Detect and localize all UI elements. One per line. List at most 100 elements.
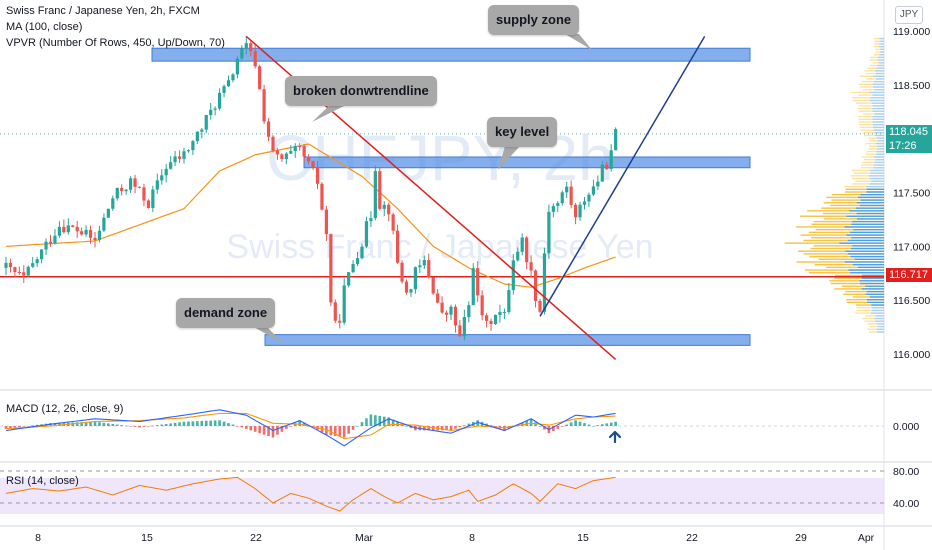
candle-body (391, 214, 395, 231)
macd-histogram-bar (182, 421, 186, 426)
candle-body (62, 226, 66, 233)
candle-body (302, 146, 306, 157)
volume-profile-bar (796, 226, 884, 228)
volume-profile-bar-down (875, 134, 884, 137)
volume-profile-bar (865, 72, 884, 75)
volume-profile-bar-down (846, 234, 884, 236)
candle-body (115, 187, 119, 199)
macd-histogram-bar (222, 421, 226, 426)
candle-body (80, 231, 84, 235)
time-axis[interactable]: 8 15 22 Mar 8 15 22 29 Apr (35, 532, 875, 544)
volume-profile-bar-down (869, 91, 884, 94)
volume-profile-bar-down (876, 137, 884, 139)
candle-body (209, 109, 213, 116)
volume-profile-bar (858, 94, 884, 96)
macd-histogram-bar (538, 426, 542, 427)
volume-profile-bar-down (858, 266, 884, 269)
candle-body (569, 186, 573, 205)
volume-profile-bar (826, 266, 884, 269)
volume-profile-bar-down (856, 218, 884, 220)
candle-body (333, 302, 337, 321)
macd-histogram-bar (351, 426, 355, 430)
candle-body (48, 241, 53, 244)
time-tick-label: 22 (686, 532, 698, 544)
volume-profile-bar-down (850, 272, 884, 274)
callout-supply-zone[interactable]: supply zone (488, 5, 580, 35)
candle-body (596, 181, 600, 187)
volume-profile-bar-down (872, 94, 884, 96)
macd-histogram-bar (289, 426, 293, 427)
volume-profile-bar-down (872, 83, 884, 86)
macd-histogram-bar (449, 426, 453, 431)
volume-profile-bar (859, 86, 884, 88)
callout-broken-downtrendline[interactable]: broken donwtrendline (285, 76, 437, 106)
macd-histogram-bar (565, 424, 568, 426)
candle-body (84, 229, 88, 235)
volume-profile-bar-down (865, 293, 884, 295)
candle-body (369, 218, 373, 222)
macd-histogram-bar (391, 419, 395, 426)
volume-profile-bar-down (871, 309, 884, 312)
macd-histogram-bar (334, 426, 337, 437)
volume-profile-bar (814, 263, 884, 266)
candle-body (258, 66, 262, 90)
candle-body (444, 312, 449, 315)
macd-histogram-bar (405, 426, 408, 427)
volume-profile-bar-down (855, 207, 884, 209)
volume-profile-bar-down (869, 175, 884, 177)
volume-profile-bar (804, 269, 884, 271)
volume-profile-bar (800, 215, 884, 217)
rsi-tick-label: 40.00 (893, 498, 919, 510)
callout-demand-zone[interactable]: demand zone (176, 298, 276, 328)
callout-key-level[interactable]: key level (487, 117, 558, 147)
candle-body (382, 204, 386, 209)
macd-histogram-bar (454, 426, 457, 429)
volume-profile-bar-down (877, 64, 884, 67)
watermark-name: Swiss Franc / Japanese Yen (226, 228, 653, 266)
volume-profile-bar-down (870, 172, 884, 174)
volume-profile-bar-down (851, 223, 884, 225)
macd-histogram-bar (609, 422, 613, 426)
rsi-label[interactable]: RSI (14, close) (6, 475, 79, 487)
legend-vpvr[interactable]: VPVR (Number Of Rows, 450, Up/Down, 70) (6, 37, 225, 49)
volume-profile-bar (856, 102, 884, 104)
macd-histogram-bar (271, 426, 275, 438)
rsi-pane (5, 476, 616, 512)
volume-profile-bar (830, 204, 884, 207)
legend-symbol[interactable]: Swiss Franc / Japanese Yen, 2h, FXCM (6, 5, 200, 17)
volume-profile-bar (866, 78, 884, 80)
volume-profile-bar (874, 40, 884, 42)
volume-profile-bar-down (876, 328, 884, 330)
macd-histogram-bar (574, 420, 577, 426)
volume-profile-bar (864, 320, 884, 322)
volume-profile-bar-down (872, 121, 884, 123)
volume-profile (784, 37, 884, 333)
macd-label[interactable]: MACD (12, 26, close, 9) (6, 403, 124, 415)
volume-profile-bar-down (874, 89, 884, 91)
volume-profile-bar (867, 328, 884, 330)
volume-profile-bar-down (866, 188, 884, 191)
volume-profile-bar-down (839, 242, 884, 244)
candle-body (476, 268, 480, 296)
volume-profile-bar (796, 261, 884, 263)
candle-body (200, 129, 204, 132)
candle-body (182, 151, 186, 159)
currency-badge[interactable]: JPY (895, 6, 923, 24)
candle-body (533, 270, 538, 301)
candle-body (146, 200, 150, 208)
macd-histogram-bar (191, 421, 195, 426)
volume-profile-bar (818, 258, 884, 260)
candle-body (471, 268, 475, 306)
legend-ma[interactable]: MA (100, close) (6, 21, 83, 33)
candle-body (404, 281, 409, 293)
candle-body (17, 272, 21, 274)
volume-profile-bar (830, 282, 884, 285)
candle-body (275, 150, 280, 155)
volume-profile-bar (865, 142, 884, 145)
macd-histogram-bar (9, 426, 12, 429)
volume-profile-bar (872, 62, 884, 64)
volume-profile-bar (864, 159, 884, 161)
macd-histogram-bar (187, 421, 190, 426)
time-tick-label: 8 (469, 532, 475, 544)
